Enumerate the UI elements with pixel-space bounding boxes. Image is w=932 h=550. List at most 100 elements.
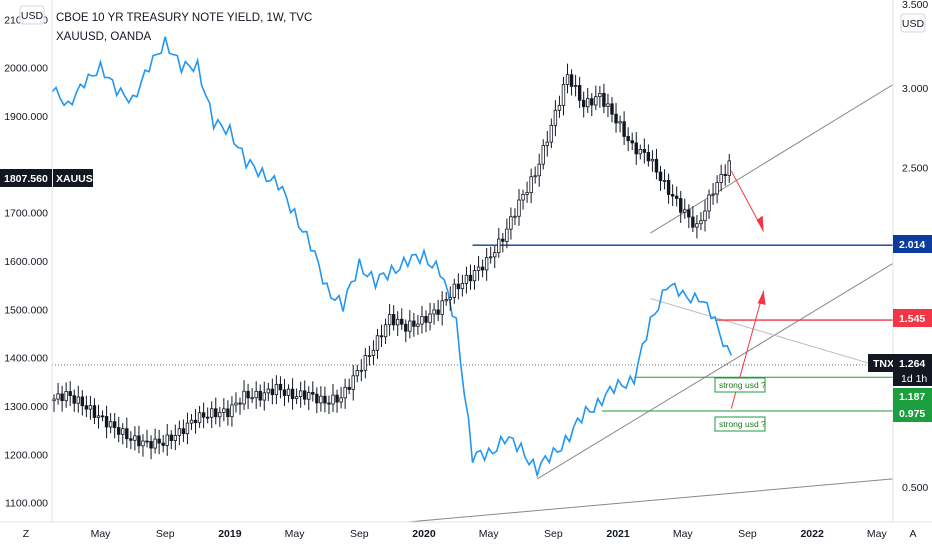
left-axis[interactable]: 2100.0002000.0001900.0001700.0001600.000… [4,14,48,509]
tnx-candle-body [92,405,97,418]
tnx-candle-body [703,210,707,222]
left-tick-label-1: 2000.000 [4,63,48,75]
tnx-candle-body [460,282,465,290]
left-tick-label-5: 1500.000 [4,304,48,316]
tnx-candle-body [339,397,343,403]
tnx-candle-body [363,355,368,371]
tnx-candle-body [699,220,703,225]
tnx-candle-body [197,412,202,424]
tnx-candle-body [234,402,238,406]
tnx-candle-body [193,419,198,424]
tnx-candle-body [145,440,149,443]
right-tick-label-1: 2.500 [902,163,928,175]
tnx-candle-body [307,392,311,400]
tnx-candle-body [218,412,222,418]
tnx-candle-body [266,388,271,394]
tnx-candle-body [133,435,137,441]
tnx-candle-body [262,392,266,401]
tnx-candle-body [448,297,452,300]
tnx-candle-body [68,391,72,397]
tnx-candle-body [565,74,570,85]
tnx-candle-body [557,104,562,111]
x-tick-label-9: May [673,528,694,540]
tnx-candle-body [383,324,388,338]
chart-subtitle: XAUUSD, OANDA [56,31,152,43]
x-tick-label-12: May [867,528,888,540]
currency-right-box[interactable] [900,13,926,33]
tnx-candle-body [468,274,473,282]
tnx-candle-body [80,396,85,407]
tnx-candle-body [436,309,440,315]
tnx-candle-body [723,173,727,176]
zoom-button[interactable]: Z [23,528,30,540]
gold-value-badge [0,169,52,187]
tnx-candle-body [634,142,638,155]
tnx-candle-body [222,408,226,413]
tnx-candle-body [153,438,157,449]
tnx-candle-body [335,394,339,403]
x-tick-label-10: Sep [738,528,757,540]
right-tick-label-2: 0.500 [902,482,928,494]
trend-line-upper [650,84,894,234]
tnx-candle-body [727,160,731,176]
tnx-candle-body [452,283,457,298]
tnx-candle-body [157,438,161,444]
left-tick-label-9: 1100.000 [5,498,48,510]
tnx-candle-body [400,318,404,325]
gold-symbol-badge [53,169,93,187]
tnx-candle-body [351,375,355,390]
chart-title: CBOE 10 YR TREASURY NOTE YIELD, 1W, TVC [56,12,312,24]
tnx-candle-body [488,256,493,259]
left-tick-label-6: 1400.000 [4,353,48,365]
currency-left-box[interactable] [19,5,45,25]
tnx-candle-body [391,314,396,326]
tnx-candle-body [674,195,679,199]
tnx-candle-body [428,313,432,323]
tnx-candle-body [670,194,675,197]
tnx-candle-body [476,266,481,271]
tnx-candle-body [610,103,614,115]
tnx-candle-body [141,440,145,447]
tnx-candle-body [432,309,436,315]
trend-lines [407,84,894,523]
tnx-symbol-badge [868,354,893,372]
x-tick-label-2: 2019 [218,528,242,540]
level-text-1187: 1.187 [899,391,925,403]
tnx-candle-body [561,84,566,106]
tnx-candle-body [594,96,598,106]
annotation-box-1[interactable] [714,377,766,393]
tnx-candle-body [343,386,347,399]
tnx-candle-body [440,300,444,315]
gold-series [51,36,733,479]
annotation-box-2[interactable] [714,416,766,432]
tnx-candle-body [56,393,60,400]
tnx-candle-body [355,370,359,377]
tnx-candle-body [412,320,416,327]
left-tick-label-2: 1900.000 [4,111,48,123]
x-tick-label-8: 2021 [606,528,630,540]
tnx-candle-body [420,316,424,325]
tnx-candle-body [76,396,80,404]
tnx-candle-body [569,74,574,87]
tnx-candle-body [242,390,246,405]
tnx-candle-body [424,316,428,323]
tnx-candle-body [298,390,303,397]
time-axis[interactable]: May Sep 2019 May Sep 2020 May Sep 2021 May Sep 2022… [91,528,888,540]
tnx-candle-body [303,390,307,400]
tnx-candle-body [517,199,521,217]
tnx-candle-body [618,121,622,124]
xauusd-line [51,36,733,479]
tnx-candle-body [691,216,695,228]
auto-scale-button[interactable]: A [909,528,916,540]
x-tick-label-3: May [285,528,306,540]
tnx-candle-body [149,441,153,449]
tnx-candle-body [501,238,505,242]
tnx-candle-body [205,416,210,419]
tnx-candle-body [319,395,323,404]
tnx-candle-body [104,416,109,428]
tnx-candle-body [484,257,489,271]
tnx-candle-body [602,93,606,107]
right-axis[interactable]: 3.000 2.500 0.500 3.500 [902,0,928,494]
tnx-candle-body [416,323,420,327]
